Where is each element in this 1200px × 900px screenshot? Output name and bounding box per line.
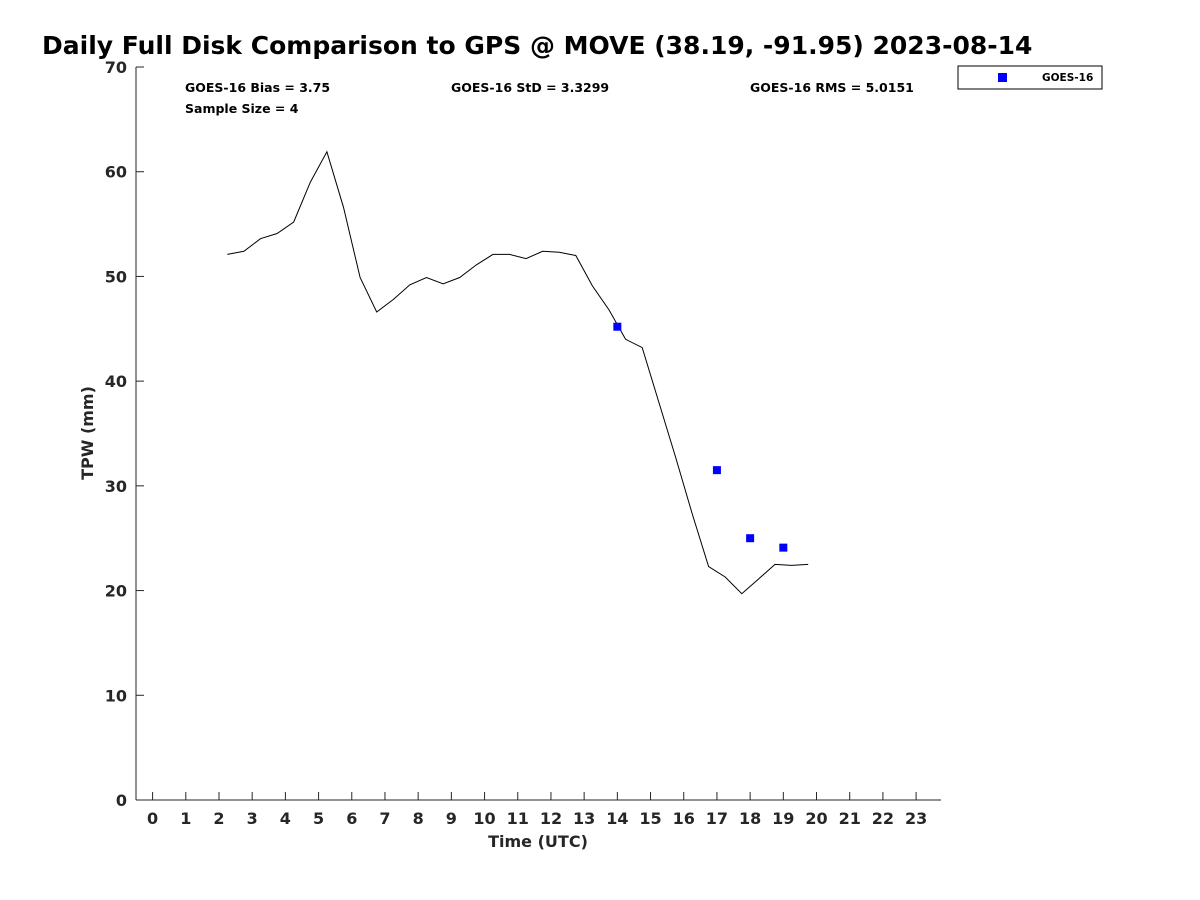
x-tick-label: 10 [473, 809, 495, 828]
x-tick-label: 6 [346, 809, 357, 828]
legend-box [957, 65, 1103, 90]
x-tick-label: 9 [446, 809, 457, 828]
x-tick-label: 20 [805, 809, 827, 828]
gps-tpw-line [227, 150, 809, 595]
x-tick-label: 21 [839, 809, 861, 828]
x-tick-label: 13 [573, 809, 595, 828]
legend-label: GOES-16 [1042, 72, 1093, 84]
x-tick-label: 17 [706, 809, 728, 828]
y-tick-label: 70 [105, 58, 127, 77]
y-axis-label: TPW (mm) [78, 386, 97, 480]
x-tick-label: 2 [213, 809, 224, 828]
x-axis-label: Time (UTC) [488, 832, 588, 851]
x-tick-label: 0 [147, 809, 158, 828]
x-tick-label: 14 [606, 809, 628, 828]
bias-stat: GOES-16 Bias = 3.75 [185, 80, 330, 95]
goes16-point [779, 543, 788, 552]
goes16-marker-series [613, 322, 788, 552]
x-tick-label: 11 [507, 809, 529, 828]
x-tick-label: 22 [872, 809, 894, 828]
std-stat: GOES-16 StD = 3.3299 [451, 80, 609, 95]
legend-marker [998, 73, 1007, 82]
x-tick-label: 8 [413, 809, 424, 828]
goes16-point [746, 534, 755, 543]
x-tick-label: 12 [540, 809, 562, 828]
y-tick-label: 40 [105, 372, 127, 391]
legend: GOES-16 [957, 65, 1103, 90]
y-tick-label: 60 [105, 163, 127, 182]
y-tick-label: 30 [105, 477, 127, 496]
y-axis-ticks: 0 10 20 30 40 50 60 70 [105, 58, 144, 810]
x-tick-label: 15 [639, 809, 661, 828]
goes16-point [712, 466, 721, 475]
chart-title: Daily Full Disk Comparison to GPS @ MOVE… [42, 31, 1032, 60]
x-tick-label: 19 [772, 809, 794, 828]
x-tick-label: 18 [739, 809, 761, 828]
x-axis-ticks: 0 1 2 3 4 5 6 7 8 9 10 11 12 13 14 15 16 17 18 19 20 21 22 23 [147, 792, 927, 828]
rms-stat: GOES-16 RMS = 5.0151 [750, 80, 914, 95]
x-tick-label: 23 [905, 809, 927, 828]
x-tick-label: 16 [673, 809, 695, 828]
y-tick-label: 10 [105, 686, 127, 705]
y-tick-label: 20 [105, 582, 127, 601]
stats-annotations: GOES-16 Bias = 3.75 GOES-16 StD = 3.3299… [185, 80, 914, 116]
gps-line-series [227, 150, 809, 595]
x-tick-label: 4 [280, 809, 291, 828]
plot-axes [135, 67, 941, 801]
goes16-point [613, 322, 622, 331]
y-tick-label: 50 [105, 267, 127, 286]
sample-size-stat: Sample Size = 4 [185, 101, 299, 116]
x-tick-label: 5 [313, 809, 324, 828]
y-tick-label: 0 [116, 791, 127, 810]
x-tick-label: 3 [247, 809, 258, 828]
x-tick-label: 1 [180, 809, 191, 828]
x-tick-label: 7 [379, 809, 390, 828]
